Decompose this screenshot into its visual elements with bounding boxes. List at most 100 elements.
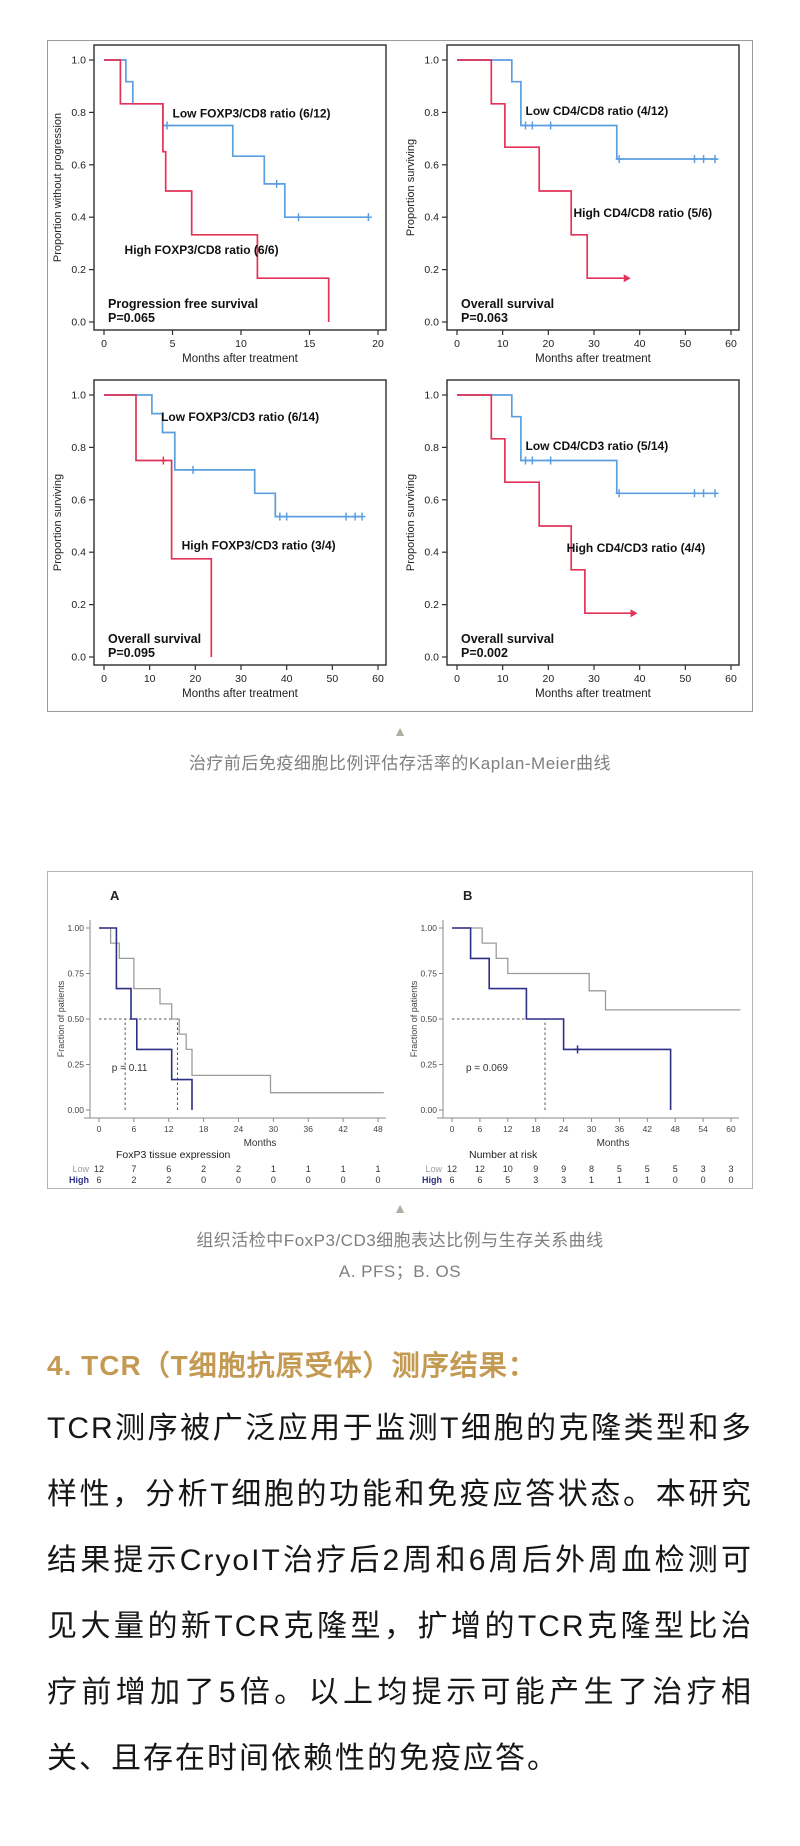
figure-foxp3-tissue-survival: A 1.00 0.75 0.50 0.25 0.00 0 6 12 18 24 30 36 42 48 Mon… <box>47 871 753 1190</box>
y-axis-label: Proportion surviving <box>405 139 417 236</box>
censor-marks <box>159 456 167 465</box>
figure1-caption: 治疗前后免疫细胞比例评估存活率的Kaplan-Meier曲线 <box>188 754 612 773</box>
x-tick-label: 0 <box>454 673 460 685</box>
y-tick-label: 1.0 <box>424 55 439 67</box>
risk-value: 9 <box>561 1164 566 1174</box>
y-tick-label: 0.4 <box>424 547 439 559</box>
risk-value: 3 <box>533 1175 538 1185</box>
risk-value: 10 <box>503 1164 513 1174</box>
x-tick-label: 60 <box>725 673 737 685</box>
risk-value: 5 <box>673 1164 678 1174</box>
risk-value: 1 <box>271 1164 276 1174</box>
y-tick-label: 0.00 <box>420 1105 437 1115</box>
km-series-navy <box>452 927 672 1111</box>
y-tick-label: 1.00 <box>420 923 437 933</box>
y-tick-label: 0.8 <box>71 442 86 454</box>
x-tick-label: 0 <box>101 338 107 350</box>
x-axis-label: Months after treatment <box>182 353 298 365</box>
x-tick-label: 20 <box>372 338 384 350</box>
x-tick-label: 10 <box>235 338 247 350</box>
x-tick-label: 30 <box>587 1124 597 1134</box>
figure2-caption: 组织活检中FoxP3/CD3细胞表达比例与生存关系曲线 <box>196 1231 604 1251</box>
y-tick-label: 0.00 <box>67 1105 84 1115</box>
y-axis-label: Proportion surviving <box>52 474 64 571</box>
annotation-note: Progression free survival <box>108 297 258 311</box>
risk-value: 2 <box>236 1164 241 1174</box>
y-tick-label: 0.50 <box>420 1014 437 1024</box>
panel-letter: A <box>110 888 120 903</box>
section-heading-tcr: 4. TCR（T细胞抗原受体）测序结果： <box>47 1349 537 1381</box>
arrow-end-icon <box>623 274 631 283</box>
y-tick-label: 0.25 <box>420 1060 437 1070</box>
x-tick-label: 6 <box>478 1124 483 1134</box>
risk-row-label: Low <box>72 1164 89 1174</box>
y-tick-label: 0.0 <box>71 652 86 664</box>
x-tick-label: 12 <box>164 1124 174 1134</box>
km-series-blue <box>104 394 362 518</box>
y-axis-label: Fraction of patients <box>56 980 66 1057</box>
risk-value: 2 <box>201 1164 206 1174</box>
y-axis-label: Proportion without progression <box>52 113 64 262</box>
x-tick-label: 20 <box>542 673 554 685</box>
risk-value: 12 <box>94 1164 104 1174</box>
y-tick-label: 1.0 <box>424 390 439 402</box>
x-tick-label: 30 <box>269 1124 279 1134</box>
risk-value: 12 <box>447 1164 457 1174</box>
body-paragraph: TCR测序被广泛应用于监测T细胞的克隆类型和多样性，分析T细胞的功能和免疫应答状… <box>47 1411 753 1775</box>
x-tick-label: 20 <box>189 673 201 685</box>
km-chart-os-cd4-cd3: 1.0 0.8 0.6 0.4 0.2 0.0 0 10 20 30 40 50 60 Months af… <box>405 379 740 700</box>
x-tick-label: 30 <box>588 338 600 350</box>
censor-marks <box>189 465 366 521</box>
x-tick-label: 15 <box>304 338 316 350</box>
annotation-note: Overall survival <box>461 297 554 311</box>
km-chart-os-cd4-cd8: 1.0 0.8 0.6 0.4 0.2 0.0 0 10 20 30 40 50 60 Months af… <box>405 44 740 365</box>
risk-value: 0 <box>673 1175 678 1185</box>
x-tick-label: 0 <box>97 1124 102 1134</box>
x-tick-label: 50 <box>326 673 338 685</box>
y-tick-label: 0.6 <box>71 159 86 171</box>
risk-value: 0 <box>701 1175 706 1185</box>
series-label: High CD4/CD3 ratio (4/4) <box>567 541 706 555</box>
x-axis-label: Months <box>244 1138 277 1149</box>
censor-marks <box>574 1045 582 1054</box>
series-label: Low CD4/CD8 ratio (4/12) <box>526 104 669 118</box>
y-tick-label: 0.4 <box>71 547 86 559</box>
x-tick-label: 50 <box>679 338 691 350</box>
panel-letter: B <box>463 888 472 903</box>
p-value-label: p = 0.11 <box>112 1063 148 1074</box>
risk-value: 3 <box>701 1164 706 1174</box>
y-tick-label: 0.2 <box>424 599 439 611</box>
figure-marker-triangle-icon: ▲ <box>393 1200 407 1217</box>
km-series-blue <box>457 59 718 160</box>
risk-value: 5 <box>505 1175 510 1185</box>
km-series-red <box>457 394 631 615</box>
figure2-caption-sub: A. PFS；B. OS <box>338 1262 462 1282</box>
km-series-red <box>104 394 213 657</box>
risk-value: 5 <box>645 1164 650 1174</box>
x-tick-label: 10 <box>497 673 509 685</box>
km-chart-pfs-foxp3-cd8: 1.0 0.8 0.6 0.4 0.2 0.0 0 5 10 15 20 Months after t… <box>52 44 387 365</box>
y-tick-label: 0.8 <box>71 107 86 119</box>
risk-value: 3 <box>728 1164 733 1174</box>
x-tick-label: 0 <box>101 673 107 685</box>
x-axis-label: Months after treatment <box>535 688 651 700</box>
series-label: High FOXP3/CD3 ratio (3/4) <box>182 539 336 553</box>
risk-row-label: Low <box>425 1164 442 1174</box>
x-tick-label: 36 <box>304 1124 314 1134</box>
x-tick-label: 20 <box>542 338 554 350</box>
x-tick-label: 18 <box>199 1124 209 1134</box>
risk-value: 6 <box>477 1175 482 1185</box>
annotation-note: Overall survival <box>108 632 201 646</box>
x-tick-label: 48 <box>373 1124 383 1134</box>
annotation-note: P=0.063 <box>461 311 508 325</box>
risk-table-title: FoxP3 tissue expression <box>116 1149 231 1161</box>
risk-value: 5 <box>617 1164 622 1174</box>
risk-value: 0 <box>236 1175 241 1185</box>
y-tick-label: 1.0 <box>71 390 86 402</box>
x-tick-label: 12 <box>503 1124 513 1134</box>
risk-value: 0 <box>728 1175 733 1185</box>
x-tick-label: 24 <box>234 1124 244 1134</box>
series-label: High CD4/CD8 ratio (5/6) <box>573 206 712 220</box>
y-tick-label: 0.4 <box>424 212 439 224</box>
